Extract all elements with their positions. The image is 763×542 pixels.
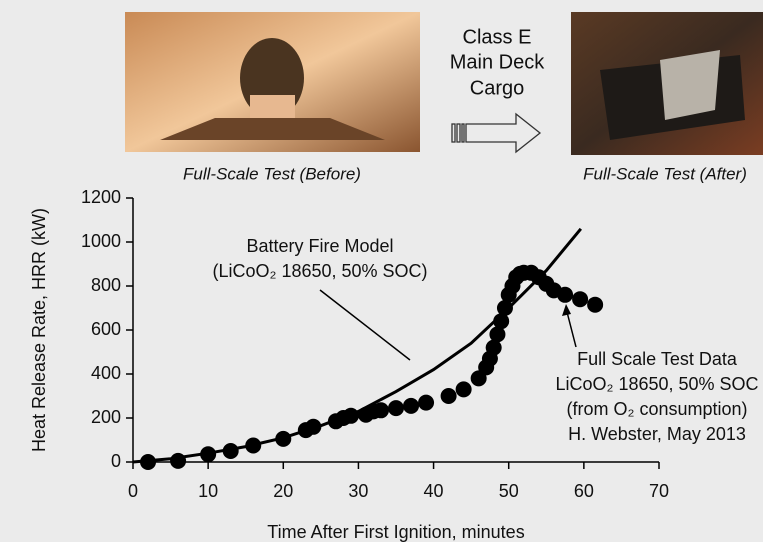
data-point — [223, 443, 239, 459]
data-point — [305, 419, 321, 435]
x-tick-label: 0 — [128, 481, 138, 501]
annotation: (from O₂ consumption) — [566, 399, 747, 419]
photo-after — [571, 12, 763, 155]
cargo-label: Cargo — [470, 77, 524, 99]
y-tick-label: 0 — [111, 451, 121, 471]
x-tick-label: 20 — [273, 481, 293, 501]
x-tick-label: 60 — [574, 481, 594, 501]
annotation-pointer — [562, 304, 576, 347]
data-point — [245, 438, 261, 454]
y-tick-label: 1000 — [81, 231, 121, 251]
annotation: H. Webster, May 2013 — [568, 424, 746, 444]
data-point — [388, 400, 404, 416]
photo-before — [125, 12, 420, 152]
data-point — [170, 453, 186, 469]
y-tick-label: 800 — [91, 275, 121, 295]
data-point — [557, 287, 573, 303]
x-tick-label: 30 — [348, 481, 368, 501]
data-point — [441, 388, 457, 404]
x-tick-label: 70 — [649, 481, 669, 501]
annotation: Battery Fire Model — [246, 236, 393, 256]
x-tick-label: 40 — [424, 481, 444, 501]
y-tick-label: 200 — [91, 407, 121, 427]
data-point — [343, 408, 359, 424]
data-point — [200, 446, 216, 462]
data-point — [456, 381, 472, 397]
data-point — [275, 431, 291, 447]
data-point — [403, 398, 419, 414]
photo-caption: Full-Scale Test (Before) — [183, 164, 361, 183]
x-axis-label: Time After First Ignition, minutes — [267, 522, 524, 542]
y-tick-label: 1200 — [81, 187, 121, 207]
slide: Class E Main Deck Cargo Full-Scale Test … — [0, 0, 763, 542]
data-point — [572, 291, 588, 307]
annotation: Full Scale Test Data — [577, 349, 738, 369]
data-point — [373, 402, 389, 418]
x-tick-label: 50 — [499, 481, 519, 501]
y-axis-label: Heat Release Rate, HRR (kW) — [29, 208, 49, 452]
data-point — [587, 297, 603, 313]
y-tick-label: 600 — [91, 319, 121, 339]
x-tick-label: 10 — [198, 481, 218, 501]
data-point — [418, 395, 434, 411]
y-tick-label: 400 — [91, 363, 121, 383]
annotation: (LiCoO₂ 18650, 50% SOC) — [212, 261, 427, 281]
data-point — [140, 454, 156, 470]
cargo-label: Main Deck — [450, 51, 545, 73]
annotation: LiCoO₂ 18650, 50% SOC — [555, 374, 758, 394]
cargo-label: Class E — [463, 26, 532, 48]
annotation-pointer — [320, 290, 410, 360]
photo-caption: Full-Scale Test (After) — [583, 164, 747, 183]
arrow-icon — [452, 114, 540, 152]
